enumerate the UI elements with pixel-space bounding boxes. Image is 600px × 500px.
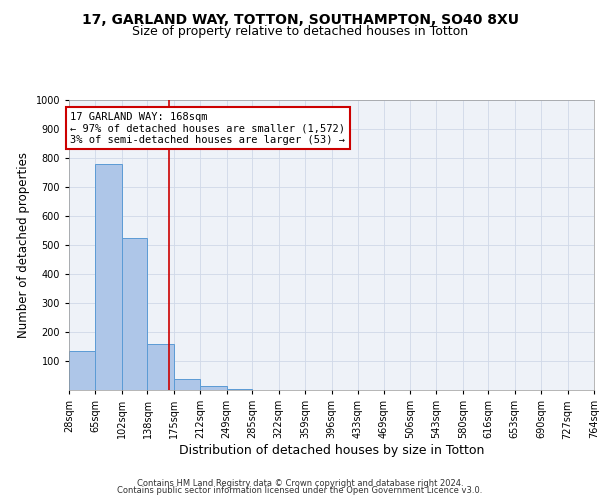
Text: Contains HM Land Registry data © Crown copyright and database right 2024.: Contains HM Land Registry data © Crown c… xyxy=(137,478,463,488)
Bar xyxy=(95,164,122,390)
Bar xyxy=(148,344,174,390)
Y-axis label: Number of detached properties: Number of detached properties xyxy=(17,152,30,338)
X-axis label: Distribution of detached houses by size in Totton: Distribution of detached houses by size … xyxy=(179,444,484,457)
Text: Size of property relative to detached houses in Totton: Size of property relative to detached ho… xyxy=(132,25,468,38)
Bar xyxy=(122,238,148,390)
Bar xyxy=(200,386,227,390)
Text: Contains public sector information licensed under the Open Government Licence v3: Contains public sector information licen… xyxy=(118,486,482,495)
Text: 17 GARLAND WAY: 168sqm
← 97% of detached houses are smaller (1,572)
3% of semi-d: 17 GARLAND WAY: 168sqm ← 97% of detached… xyxy=(70,112,346,145)
Bar xyxy=(69,352,95,390)
Bar xyxy=(174,380,200,390)
Text: 17, GARLAND WAY, TOTTON, SOUTHAMPTON, SO40 8XU: 17, GARLAND WAY, TOTTON, SOUTHAMPTON, SO… xyxy=(82,12,518,26)
